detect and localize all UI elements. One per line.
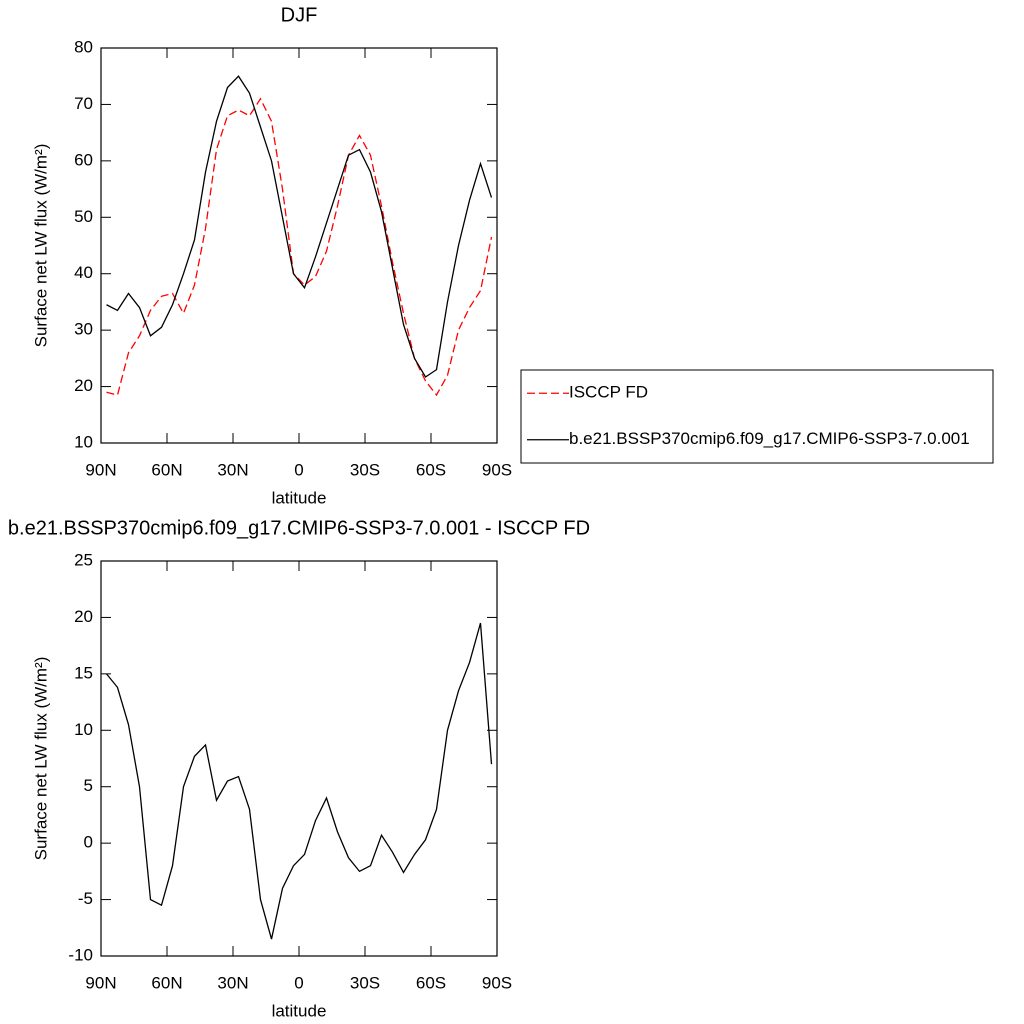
y-tick-label: 0 <box>84 833 93 852</box>
x-axis-label: latitude <box>272 1001 327 1020</box>
y-tick-label: -5 <box>78 889 93 908</box>
chart-title: DJF <box>281 4 318 26</box>
x-axis-label: latitude <box>272 488 327 507</box>
x-tick-label: 90S <box>482 973 512 992</box>
x-tick-label: 60N <box>151 460 182 479</box>
y-tick-label: 20 <box>74 607 93 626</box>
plot-frame <box>100 47 498 444</box>
y-tick-label: 5 <box>84 776 93 795</box>
x-tick-label: 90N <box>85 460 116 479</box>
y-tick-label: 40 <box>74 263 93 282</box>
y-axis-label: Surface net LW flux (W/m²) <box>31 657 50 861</box>
y-tick-label: 50 <box>74 207 93 226</box>
y-tick-label: 30 <box>74 320 93 339</box>
legend-label: ISCCP FD <box>569 383 648 402</box>
y-tick-label: 10 <box>74 432 93 451</box>
y-tick-label: 80 <box>74 37 93 56</box>
x-tick-label: 30N <box>217 973 248 992</box>
x-tick-label: 60N <box>151 973 182 992</box>
y-tick-label: -10 <box>68 945 93 964</box>
plot-frame <box>100 560 498 957</box>
legend-box <box>520 369 994 464</box>
x-tick-label: 0 <box>294 973 303 992</box>
x-tick-label: 30S <box>350 460 380 479</box>
y-tick-label: 15 <box>74 663 93 682</box>
y-tick-label: 25 <box>74 550 93 569</box>
x-tick-label: 60S <box>416 460 446 479</box>
y-tick-label: 10 <box>74 720 93 739</box>
legend-label: b.e21.BSSP370cmip6.f09_g17.CMIP6-SSP3-7.… <box>569 429 970 448</box>
data-line <box>105 622 493 940</box>
data-line <box>106 75 493 378</box>
chart-title: b.e21.BSSP370cmip6.f09_g17.CMIP6-SSP3-7.… <box>8 517 590 539</box>
x-tick-label: 90N <box>85 973 116 992</box>
y-tick-label: 60 <box>74 150 93 169</box>
data-line <box>106 97 493 397</box>
y-tick-label: 20 <box>74 376 93 395</box>
x-tick-label: 30S <box>350 973 380 992</box>
x-tick-label: 60S <box>416 973 446 992</box>
y-axis-label: Surface net LW flux (W/m²) <box>31 144 50 348</box>
x-tick-label: 30N <box>217 460 248 479</box>
x-tick-label: 90S <box>482 460 512 479</box>
x-tick-label: 0 <box>294 460 303 479</box>
y-tick-label: 70 <box>74 94 93 113</box>
